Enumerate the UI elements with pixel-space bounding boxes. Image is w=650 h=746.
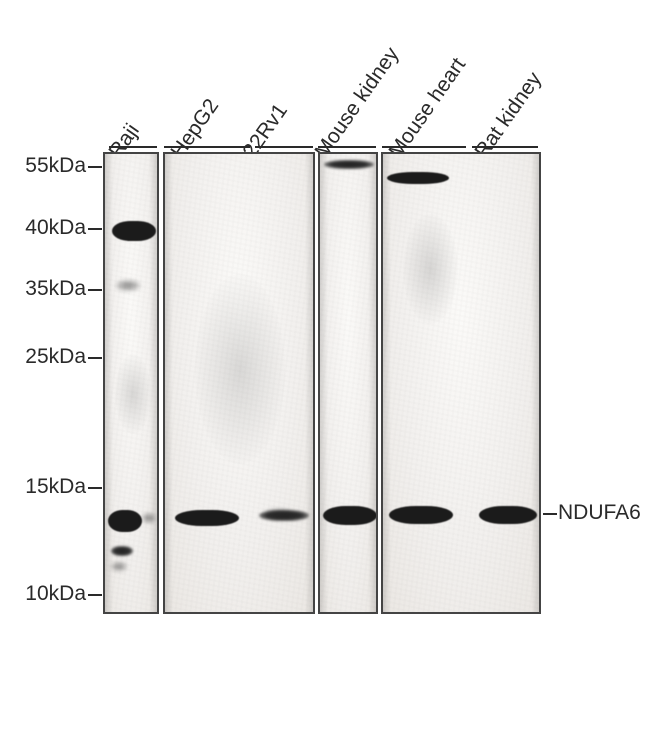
lane-label: Rat kidney	[470, 68, 547, 163]
blot-panel	[381, 152, 541, 614]
target-tick	[543, 513, 557, 515]
mw-marker-tick	[88, 357, 102, 359]
mw-marker-label: 55kDa	[6, 154, 86, 178]
lane-underline	[382, 146, 466, 148]
blot-band	[108, 510, 142, 532]
mw-marker-tick	[88, 166, 102, 168]
blot-panel	[163, 152, 315, 614]
blot-panel	[318, 152, 378, 614]
blot-band	[116, 280, 140, 291]
mw-marker-label: 10kDa	[6, 582, 86, 606]
mw-marker-tick	[88, 594, 102, 596]
blot-band	[265, 509, 293, 517]
blot-band	[324, 160, 374, 169]
blot-band	[387, 172, 449, 184]
blot-band	[389, 506, 453, 524]
mw-marker-label: 25kDa	[6, 345, 86, 369]
mw-marker-tick	[88, 289, 102, 291]
mw-marker-tick	[88, 228, 102, 230]
blot-band	[111, 562, 127, 571]
mw-marker-label: 15kDa	[6, 475, 86, 499]
blot-smudge	[403, 214, 458, 324]
lane-underline	[472, 146, 538, 148]
lane-underline	[109, 146, 157, 148]
mw-marker-tick	[88, 487, 102, 489]
blot-band	[323, 506, 377, 525]
lane-underline	[164, 146, 250, 148]
blot-band	[111, 546, 133, 556]
blot-smudge	[195, 274, 285, 464]
blot-band	[112, 221, 156, 241]
blot-band	[142, 513, 156, 523]
blot-smudge	[115, 354, 151, 434]
target-protein-label: NDUFA6	[558, 501, 641, 525]
blot-panel	[103, 152, 159, 614]
lane-underline	[255, 146, 313, 148]
mw-marker-label: 35kDa	[6, 277, 86, 301]
blot-band	[479, 506, 537, 524]
blot-band	[175, 510, 239, 526]
mw-marker-label: 40kDa	[6, 216, 86, 240]
lane-underline	[318, 146, 376, 148]
